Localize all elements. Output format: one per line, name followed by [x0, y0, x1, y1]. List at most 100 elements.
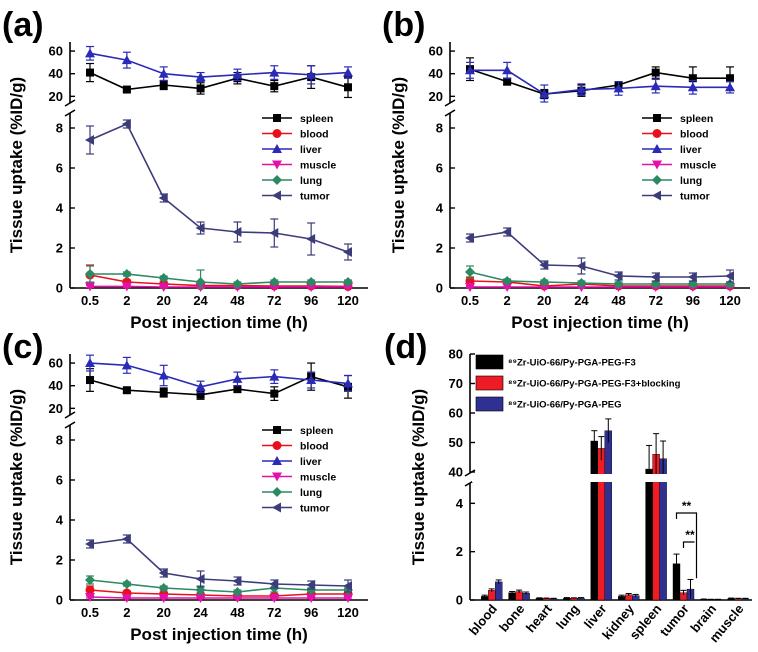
legend-marker-tumor [272, 190, 281, 201]
data-point-muscle [85, 593, 95, 602]
series-line-tumor [89, 122, 349, 253]
x-tick-label: 2 [123, 293, 130, 308]
data-point-tumor [121, 534, 131, 544]
data-point-tumor [85, 135, 94, 145]
data-point-liver [465, 65, 475, 75]
x-tick-label: 72 [267, 605, 281, 620]
axis-break-mark [464, 469, 476, 477]
x-tick-label: blood [466, 601, 500, 638]
data-point-liver [121, 360, 132, 370]
data-point-tumor [725, 271, 734, 281]
data-point-lung [465, 267, 475, 277]
x-tick-label: 24 [193, 293, 208, 308]
significance-label: ** [685, 528, 695, 542]
data-point-liver [158, 68, 169, 78]
data-point-spleen [651, 68, 660, 77]
data-point-tumor [576, 261, 586, 271]
series-line-blood [89, 589, 348, 597]
legend-marker-muscle [272, 472, 282, 482]
x-tick-label: lung [553, 601, 582, 632]
x-tick-label: 96 [304, 605, 318, 620]
data-point-lung [232, 279, 243, 289]
significance-label: ** [682, 499, 692, 513]
x-tick-label: 20 [156, 293, 170, 308]
data-point-muscle [343, 283, 353, 292]
series-liver [465, 61, 735, 103]
data-point-tumor [269, 228, 279, 238]
data-point-muscle [158, 283, 169, 292]
data-point-lung [269, 277, 280, 287]
series-line-muscle [89, 596, 348, 599]
axis-break-mark [64, 99, 76, 107]
panel-label-c: (c) [2, 328, 44, 366]
data-point-lung [613, 279, 624, 289]
data-point-liver [306, 375, 317, 385]
data-point-spleen [159, 81, 168, 90]
x-tick-label: 48 [230, 605, 244, 620]
data-point-spleen [233, 385, 242, 394]
data-point-tumor [343, 581, 352, 591]
legend-label: ⁸⁹Zr-UiO-66/Py-PGA-PEG [508, 400, 622, 411]
x-tick-label: 120 [719, 293, 741, 308]
y-tick-label: 0 [56, 593, 63, 608]
data-point-spleen [344, 83, 352, 92]
bar-spleen [645, 468, 653, 601]
x-tick-label: heart [523, 601, 555, 636]
data-point-tumor [195, 574, 205, 584]
series-line-liver [89, 52, 349, 78]
data-point-tumor [121, 119, 131, 129]
x-axis-title: Post injection time (h) [511, 313, 689, 332]
data-point-muscle [121, 282, 132, 292]
legend-label-tumor: tumor [300, 503, 330, 515]
data-point-spleen [196, 390, 205, 399]
data-point-liver [195, 72, 206, 82]
data-point-liver [687, 82, 698, 92]
data-point-lung [306, 277, 317, 287]
data-point-liver [269, 67, 280, 77]
data-point-tumor [613, 271, 623, 281]
significance-bracket [682, 541, 695, 548]
axis-break-mark [64, 411, 76, 419]
panel-d-bar-chart: 40 50 60 70 80 0 2 4 Tissue uptake (%ID/g) bloodb… [409, 347, 752, 645]
data-point-lung [576, 278, 587, 288]
data-point-lung [121, 269, 132, 279]
series-muscle [85, 593, 353, 603]
y-tick-label: 20 [429, 89, 443, 104]
y-tick-label: 20 [49, 89, 63, 104]
y-tick-label: 2 [56, 553, 63, 568]
y-tick-label: 0 [456, 593, 463, 608]
data-point-liver [158, 370, 169, 380]
data-point-liver [343, 378, 353, 388]
series-lung [465, 265, 735, 289]
y-tick-label: 40 [49, 66, 63, 81]
data-point-spleen [196, 84, 205, 93]
y-tick-label: 8 [56, 121, 63, 136]
data-point-liver [343, 67, 353, 77]
data-point-muscle [85, 282, 95, 292]
x-tick-label: 20 [537, 293, 551, 308]
legend-marker-lung [272, 487, 282, 497]
legend-marker-muscle [272, 160, 282, 170]
data-point-spleen [726, 74, 734, 83]
y-tick-label: 0 [436, 281, 443, 296]
y-tick-label: 4 [56, 201, 64, 216]
x-tick-label: 0.5 [461, 293, 479, 308]
y-tick-label: 50 [449, 435, 463, 450]
x-axis-title: Post injection time (h) [130, 313, 308, 332]
y-tick-label: 4 [456, 496, 464, 511]
axis-break-mark [444, 109, 456, 117]
data-point-spleen [503, 77, 512, 86]
y-tick-label: 6 [56, 473, 63, 488]
legend-marker-lung [272, 175, 282, 185]
data-point-tumor [158, 568, 168, 578]
y-axis-title: Tissue uptake (%ID/g) [7, 77, 26, 253]
data-point-spleen [122, 85, 131, 94]
series-line-blood [89, 274, 349, 288]
data-point-liver [613, 83, 624, 93]
legend-marker-lung [652, 175, 662, 185]
y-tick-label: 20 [49, 401, 63, 416]
y-tick-label: 6 [436, 161, 443, 176]
